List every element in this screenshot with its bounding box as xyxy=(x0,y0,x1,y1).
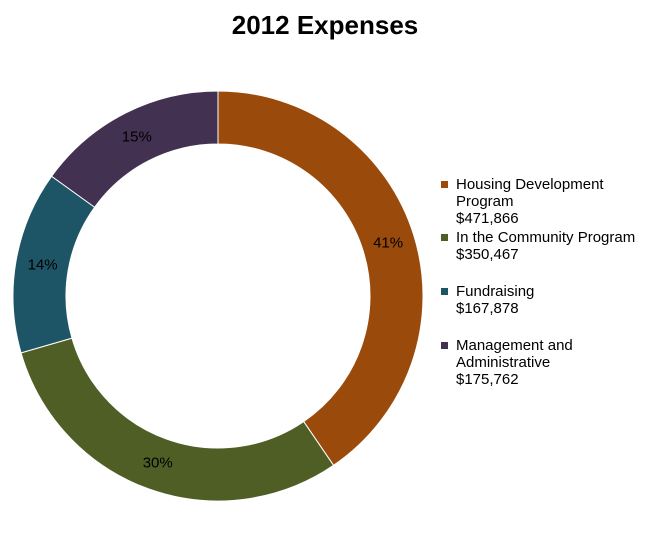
legend-item-management-administrative: Management and Administrative $175,762 xyxy=(441,337,646,388)
slice-percent-label: 15% xyxy=(122,129,152,146)
legend-amount: $350,467 xyxy=(456,246,519,263)
legend-amount: $175,762 xyxy=(456,371,519,388)
legend-amount: $167,878 xyxy=(456,300,519,317)
legend-swatch-management-administrative xyxy=(441,342,448,349)
legend-swatch-in-the-community xyxy=(441,234,448,241)
legend-amount: $471,866 xyxy=(456,210,519,227)
legend-name-line: Housing Development xyxy=(456,176,604,193)
legend-name-line: Fundraising xyxy=(456,283,535,300)
chart-title: 2012 Expenses xyxy=(231,10,419,40)
legend-swatch-housing-development xyxy=(441,181,448,188)
legend-name-line: Program xyxy=(456,193,514,210)
donut-slice-housing-development-program xyxy=(217,90,424,467)
legend-item-in-the-community: In the Community Program $350,467 xyxy=(441,229,646,263)
donut-slice-labels: 41% 30% 14% 15% xyxy=(28,129,404,472)
slice-percent-label: 41% xyxy=(373,234,403,251)
legend-name-line: In the Community Program xyxy=(456,229,636,246)
donut-slices xyxy=(12,90,424,502)
slice-percent-label: 30% xyxy=(143,454,173,471)
legend-name-line: Management and xyxy=(456,337,573,354)
donut-slice-in-the-community-program xyxy=(20,337,335,502)
legend-swatch-fundraising xyxy=(441,288,448,295)
chart-legend: Housing Development Program $471,866 In … xyxy=(441,176,646,388)
legend-name-line: Administrative xyxy=(456,354,551,371)
legend-item-housing-development: Housing Development Program $471,866 xyxy=(441,176,646,227)
slice-percent-label: 14% xyxy=(28,257,58,274)
donut-slice-management-and-administrative xyxy=(50,90,219,208)
legend-item-fundraising: Fundraising $167,878 xyxy=(441,283,646,317)
